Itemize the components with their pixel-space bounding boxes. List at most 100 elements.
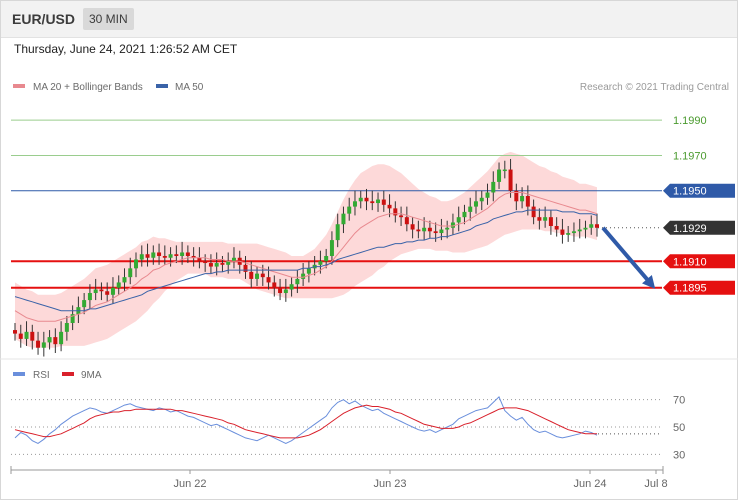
rsi-chart: 70 50 30 [11,395,685,461]
candle-body [87,293,92,301]
ma50-line [14,209,598,312]
candle-body [116,282,121,288]
candle-body [157,252,162,256]
candle-body [583,227,588,230]
bollinger-band [15,151,597,348]
candle-body [134,259,139,269]
time-axis-label: Jun 24 [573,478,606,490]
candle-body [537,217,542,221]
price-chart: 1.1990 1.1970 1.1950 1.1929 1.1910 1.1895 [11,115,735,357]
rsi-legend-swatch [13,372,25,376]
candle-body [358,197,363,202]
candle-body [497,169,502,182]
rsi-line [14,396,598,444]
candle-body [485,192,490,198]
candle-body [393,208,398,216]
candle-body [53,337,58,345]
candle-body [595,224,599,228]
candle-body [47,337,52,343]
candle-body [139,254,144,260]
candle-body [571,231,576,234]
last-label: 1.1929 [673,223,707,235]
candle-body [283,289,288,294]
candle-body [162,255,167,258]
candle-body [445,227,450,230]
pivot-label: 1.1950 [673,186,707,198]
candle-body [18,333,23,339]
candle-body [329,240,334,256]
candle-body [243,264,248,272]
resistance-label: 1.1970 [673,150,707,162]
rsi-ma-line [14,404,597,439]
candle-body [36,340,41,348]
pivot-label-tag [663,183,735,198]
candle-body [301,273,306,279]
candle-body [520,196,525,202]
candle-body [376,199,381,204]
candle-body [226,261,231,265]
candle-body [306,268,311,274]
ma20-legend-label: MA 20 + Bollinger Bands [33,82,143,93]
candle-body [272,282,277,288]
support-label-tag [663,280,735,295]
rsi-tick-label: 70 [673,395,685,407]
candle-body [514,190,519,202]
candle-body [554,226,559,230]
ma20-line [14,192,598,322]
resistance-label: 1.1990 [673,115,707,127]
candle-body [168,254,173,258]
candle-body [180,252,185,256]
candle-body [197,257,202,262]
time-axis-label: Jun 22 [173,478,206,490]
candle-body [289,284,294,290]
rsi-tick-label: 30 [673,449,685,461]
candle-body [208,263,213,267]
candle-body [404,217,409,225]
candle-body [508,169,513,191]
candle-body [364,197,369,202]
candle-body [352,201,357,207]
candle-body [214,263,219,267]
candle-body [335,224,340,241]
candle-body [255,273,260,279]
candle-body [577,229,582,232]
timeframe-badge[interactable]: 30 MIN [83,8,134,30]
candle-body [145,254,150,258]
timestamp: Thursday, June 24, 2021 1:26:52 AM CET [14,42,238,56]
candle-body [105,291,110,295]
rsi-ma-legend-label: 9MA [81,370,102,381]
candle-body [531,206,536,218]
candle-body [99,289,104,292]
candle-body [566,233,571,235]
candle-body [502,169,507,172]
ma50-legend-swatch [156,84,168,88]
time-axis: Jun 22 Jun 23 Jun 24 Jul 8 [10,466,668,490]
candle-body [260,273,265,278]
candle-body [433,231,438,234]
candle-body [203,261,208,264]
candle-body [450,222,455,228]
candle-body [548,217,553,226]
copyright: Research © 2021 Trading Central [580,82,729,93]
rsi-legend-label: RSI [33,370,50,381]
candle-body [174,254,179,256]
candle-body [399,215,404,218]
candle-body [341,213,346,225]
support-label: 1.1895 [673,283,707,295]
candle-body [416,229,421,232]
rsi-tick-label: 50 [673,422,685,434]
candle-body [468,206,473,212]
candle-body [370,201,375,204]
chart-header: EUR/USD 30 MIN [1,1,737,38]
candle-body [324,255,329,262]
candle-body [347,206,352,214]
ma20-legend-swatch [13,84,25,88]
time-axis-label: Jun 23 [373,478,406,490]
candle-body [387,204,392,209]
candle-body [318,261,323,265]
candle-body [231,257,236,262]
support-label: 1.1910 [673,256,707,268]
candle-body [191,255,196,258]
candle-body [266,277,271,283]
